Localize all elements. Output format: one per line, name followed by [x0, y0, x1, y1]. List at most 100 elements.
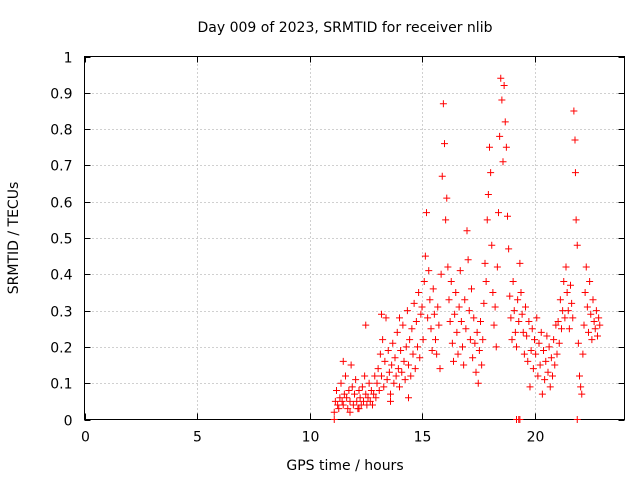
data-point [498, 96, 506, 104]
data-point [343, 394, 351, 402]
data-point [545, 343, 553, 351]
data-point [550, 336, 558, 344]
data-point [427, 325, 435, 333]
data-point [439, 100, 447, 108]
data-point [549, 372, 556, 380]
y-tick-label: 0.7 [50, 159, 72, 175]
data-point [408, 325, 416, 333]
y-tick-label: 0.3 [50, 305, 72, 321]
data-point [583, 303, 591, 311]
data-point [347, 361, 355, 369]
data-point [362, 321, 370, 329]
data-point [534, 372, 542, 380]
data-point [371, 372, 379, 380]
y-tick-label: 0.5 [50, 232, 72, 248]
data-point [563, 288, 571, 296]
data-point [508, 336, 516, 344]
data-point [438, 172, 446, 180]
data-point [509, 278, 517, 286]
y-tick-label: 0 [64, 414, 73, 430]
data-point [564, 307, 572, 315]
data-point [365, 379, 373, 387]
data-point [336, 394, 344, 402]
data-point [344, 405, 352, 413]
data-point [496, 132, 504, 140]
x-axis-label: GPS time / hours [286, 458, 403, 474]
data-point [412, 317, 420, 325]
data-point [396, 314, 403, 322]
data-point [436, 365, 444, 373]
data-point [465, 307, 473, 315]
data-point [367, 386, 375, 394]
data-point [437, 270, 445, 278]
data-point [572, 216, 580, 224]
data-point [567, 281, 574, 289]
data-point [445, 296, 453, 304]
data-point [425, 267, 433, 275]
data-point [391, 354, 399, 362]
data-point [516, 259, 524, 267]
data-point [360, 397, 367, 405]
data-point [405, 394, 412, 402]
data-point [544, 368, 552, 376]
data-point [426, 296, 434, 304]
data-point [442, 216, 450, 224]
chart-title: Day 009 of 2023, SRMTID for receiver nli… [198, 20, 493, 36]
data-point [432, 336, 439, 344]
data-point [379, 336, 387, 344]
data-point [400, 357, 408, 365]
data-point [479, 336, 487, 344]
data-point [394, 365, 402, 373]
data-point [502, 143, 510, 151]
data-point [487, 169, 495, 177]
data-point [535, 339, 543, 347]
data-point [453, 328, 461, 336]
data-point [520, 350, 528, 358]
data-point [346, 397, 354, 405]
data-point [475, 347, 483, 355]
x-tick-label: 5 [193, 430, 202, 446]
data-point [419, 336, 427, 344]
data-point [490, 321, 498, 329]
data-point [533, 314, 541, 322]
data-point [428, 347, 436, 355]
data-point [571, 136, 579, 144]
data-point [478, 361, 486, 369]
data-point [355, 386, 363, 394]
data-point [406, 336, 414, 344]
data-point [504, 212, 511, 220]
data-point [396, 383, 403, 391]
data-point [510, 307, 518, 315]
data-point [384, 347, 392, 355]
data-point [330, 408, 338, 416]
data-point [387, 397, 394, 405]
data-point [356, 394, 364, 402]
data-point [463, 227, 471, 235]
data-point [452, 288, 460, 296]
data-point [444, 263, 452, 271]
data-point [414, 343, 421, 351]
data-point [555, 339, 563, 347]
data-point [337, 379, 345, 387]
data-point [345, 386, 353, 394]
y-tick-label: 0.1 [50, 377, 72, 393]
data-point [527, 347, 535, 355]
data-point [462, 325, 470, 333]
data-point [464, 256, 472, 264]
data-point [495, 209, 502, 217]
data-point [585, 328, 592, 336]
data-point [388, 361, 396, 369]
data-point [511, 328, 519, 336]
data-point [448, 339, 456, 347]
data-point [541, 376, 549, 384]
data-point [423, 209, 430, 217]
data-point [589, 296, 597, 304]
data-point [491, 303, 499, 311]
data-point [466, 336, 474, 344]
data-point [480, 299, 488, 307]
data-point [590, 317, 598, 325]
data-point [430, 310, 438, 318]
data-point [551, 361, 559, 369]
data-point [483, 216, 491, 224]
data-point [378, 310, 385, 318]
